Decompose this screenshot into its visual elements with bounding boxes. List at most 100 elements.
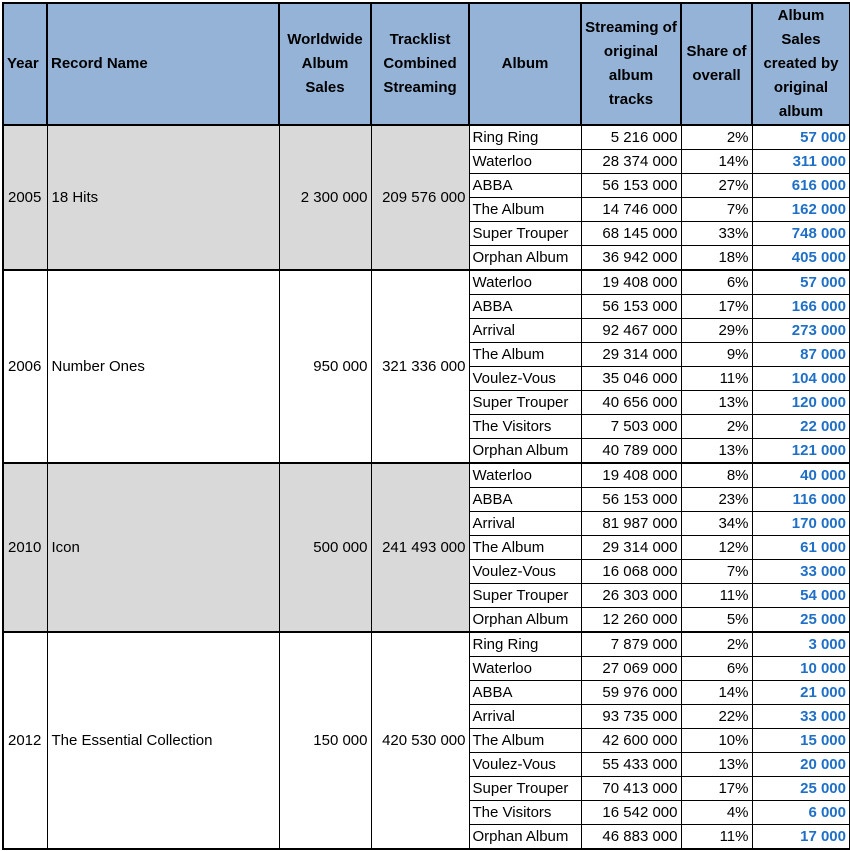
table-row: Orphan Album 46 883 000 11% 17 000 bbox=[3, 824, 850, 850]
streaming-cell: 93 735 000 bbox=[580, 704, 682, 729]
album-cell: Arrival bbox=[468, 511, 582, 536]
streaming-cell: 56 153 000 bbox=[580, 487, 682, 512]
streaming-cell: 29 314 000 bbox=[580, 342, 682, 367]
streaming-cell: 42 600 000 bbox=[580, 728, 682, 753]
album-cell: ABBA bbox=[468, 680, 582, 705]
year-cell: 2012 bbox=[2, 631, 48, 850]
share-cell: 10% bbox=[680, 728, 753, 753]
streaming-cell: 7 503 000 bbox=[580, 414, 682, 439]
share-cell: 2% bbox=[680, 124, 753, 150]
streaming-cell: 46 883 000 bbox=[580, 824, 682, 850]
streaming-cell: 92 467 000 bbox=[580, 318, 682, 343]
year-cell: 2005 bbox=[2, 124, 48, 271]
table-body: 2005 18 Hits 2 300 000 209 576 000 Ring Ring… bbox=[2, 124, 850, 850]
album-cell: ABBA bbox=[468, 173, 582, 198]
streaming-cell: 26 303 000 bbox=[580, 583, 682, 608]
share-cell: 13% bbox=[680, 390, 753, 415]
streaming-cell: 19 408 000 bbox=[580, 462, 682, 488]
streaming-cell: 55 433 000 bbox=[580, 752, 682, 777]
streaming-cell: 14 746 000 bbox=[580, 197, 682, 222]
album-sales-cell: 57 000 bbox=[751, 269, 850, 295]
album-sales-cell: 121 000 bbox=[751, 438, 850, 464]
album-cell: The Album bbox=[468, 728, 582, 753]
album-sales-cell: 61 000 bbox=[751, 535, 850, 560]
share-cell: 18% bbox=[680, 245, 753, 271]
streaming-cell: 81 987 000 bbox=[580, 511, 682, 536]
album-cell: Super Trouper bbox=[468, 583, 582, 608]
album-cell: ABBA bbox=[468, 487, 582, 512]
table-row: Super Trouper 26 303 000 11% 54 000 bbox=[3, 583, 850, 608]
streaming-cell: 16 068 000 bbox=[580, 559, 682, 584]
album-sales-cell: 21 000 bbox=[751, 680, 850, 705]
share-cell: 6% bbox=[680, 656, 753, 681]
table-row: The Visitors 16 542 000 4% 6 000 bbox=[3, 800, 850, 825]
album-cell: The Visitors bbox=[468, 800, 582, 825]
share-cell: 17% bbox=[680, 776, 753, 801]
share-cell: 22% bbox=[680, 704, 753, 729]
tracklist-streaming-cell: 420 530 000 bbox=[370, 631, 470, 850]
share-cell: 7% bbox=[680, 197, 753, 222]
album-cell: Waterloo bbox=[468, 462, 582, 488]
share-cell: 27% bbox=[680, 173, 753, 198]
album-sales-cell: 25 000 bbox=[751, 607, 850, 633]
share-cell: 7% bbox=[680, 559, 753, 584]
album-cell: Orphan Album bbox=[468, 824, 582, 850]
table-row: ABBA 56 153 000 27% 616 000 bbox=[3, 173, 850, 198]
share-cell: 2% bbox=[680, 414, 753, 439]
streaming-cell: 40 789 000 bbox=[580, 438, 682, 464]
album-cell: Super Trouper bbox=[468, 390, 582, 415]
album-sales-cell: 3 000 bbox=[751, 631, 850, 657]
streaming-cell: 7 879 000 bbox=[580, 631, 682, 657]
table-row: Orphan Album 12 260 000 5% 25 000 bbox=[3, 607, 850, 633]
worldwide-sales-cell: 500 000 bbox=[278, 462, 372, 633]
header-album-sales-created: Album Sales created by original album bbox=[751, 2, 850, 126]
header-record-name: Record Name bbox=[46, 2, 280, 126]
record-name-cell: Icon bbox=[46, 462, 280, 633]
streaming-cell: 35 046 000 bbox=[580, 366, 682, 391]
share-cell: 2% bbox=[680, 631, 753, 657]
tracklist-streaming-cell: 241 493 000 bbox=[370, 462, 470, 633]
share-cell: 5% bbox=[680, 607, 753, 633]
table-row: The Album 29 314 000 9% 87 000 bbox=[3, 342, 850, 367]
table-row: 2012 The Essential Collection 150 000 420 5… bbox=[2, 631, 850, 850]
album-sales-cell: 25 000 bbox=[751, 776, 850, 801]
share-cell: 13% bbox=[680, 752, 753, 777]
streaming-cell: 56 153 000 bbox=[580, 294, 682, 319]
year-cell: 2010 bbox=[2, 462, 48, 633]
album-cell: Super Trouper bbox=[468, 221, 582, 246]
album-sales-cell: 22 000 bbox=[751, 414, 850, 439]
share-cell: 33% bbox=[680, 221, 753, 246]
album-cell: Ring Ring bbox=[468, 124, 582, 150]
album-cell: Voulez-Vous bbox=[468, 366, 582, 391]
album-cell: ABBA bbox=[468, 294, 582, 319]
share-cell: 14% bbox=[680, 149, 753, 174]
streaming-cell: 70 413 000 bbox=[580, 776, 682, 801]
share-cell: 23% bbox=[680, 487, 753, 512]
table-row: 2010 Icon 500 000 241 493 000 Waterloo 19 408… bbox=[2, 462, 850, 633]
album-sales-cell: 166 000 bbox=[751, 294, 850, 319]
streaming-cell: 16 542 000 bbox=[580, 800, 682, 825]
album-cell: Voulez-Vous bbox=[468, 752, 582, 777]
streaming-cell: 19 408 000 bbox=[580, 269, 682, 295]
share-cell: 11% bbox=[680, 583, 753, 608]
header-year: Year bbox=[2, 2, 48, 126]
album-sales-cell: 104 000 bbox=[751, 366, 850, 391]
table-row: Arrival 92 467 000 29% 273 000 bbox=[3, 318, 850, 343]
share-cell: 6% bbox=[680, 269, 753, 295]
album-sales-cell: 273 000 bbox=[751, 318, 850, 343]
record-name-cell: The Essential Collection bbox=[46, 631, 280, 850]
album-cell: Orphan Album bbox=[468, 245, 582, 271]
tracklist-streaming-cell: 209 576 000 bbox=[370, 124, 470, 271]
share-cell: 14% bbox=[680, 680, 753, 705]
streaming-cell: 29 314 000 bbox=[580, 535, 682, 560]
share-cell: 34% bbox=[680, 511, 753, 536]
table-row: Super Trouper 68 145 000 33% 748 000 bbox=[3, 221, 850, 246]
streaming-cell: 36 942 000 bbox=[580, 245, 682, 271]
album-sales-cell: 57 000 bbox=[751, 124, 850, 150]
table-row: ABBA 56 153 000 17% 166 000 bbox=[3, 294, 850, 319]
album-sales-cell: 40 000 bbox=[751, 462, 850, 488]
album-sales-cell: 54 000 bbox=[751, 583, 850, 608]
table-row: Waterloo 27 069 000 6% 10 000 bbox=[3, 656, 850, 681]
streaming-cell: 27 069 000 bbox=[580, 656, 682, 681]
album-sales-cell: 20 000 bbox=[751, 752, 850, 777]
